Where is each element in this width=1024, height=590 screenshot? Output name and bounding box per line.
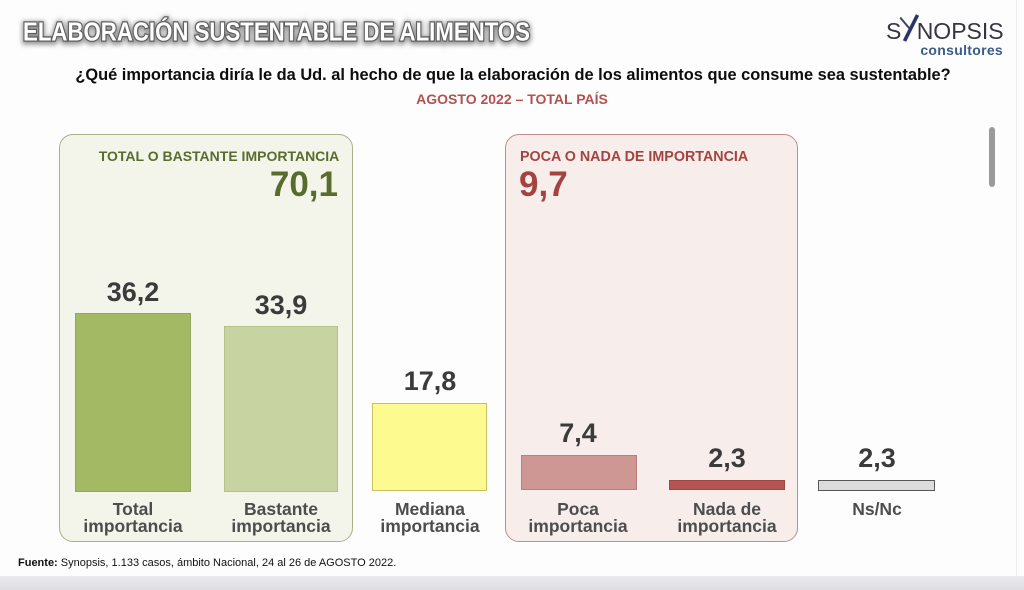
svg-text:ELABORACIÓN SUSTENTABLE DE ALI: ELABORACIÓN SUSTENTABLE DE ALIMENTOS bbox=[23, 18, 530, 48]
svg-text:ELABORACIÓN SUSTENTABLE DE ALI: ELABORACIÓN SUSTENTABLE DE ALIMENTOS bbox=[23, 17, 530, 47]
